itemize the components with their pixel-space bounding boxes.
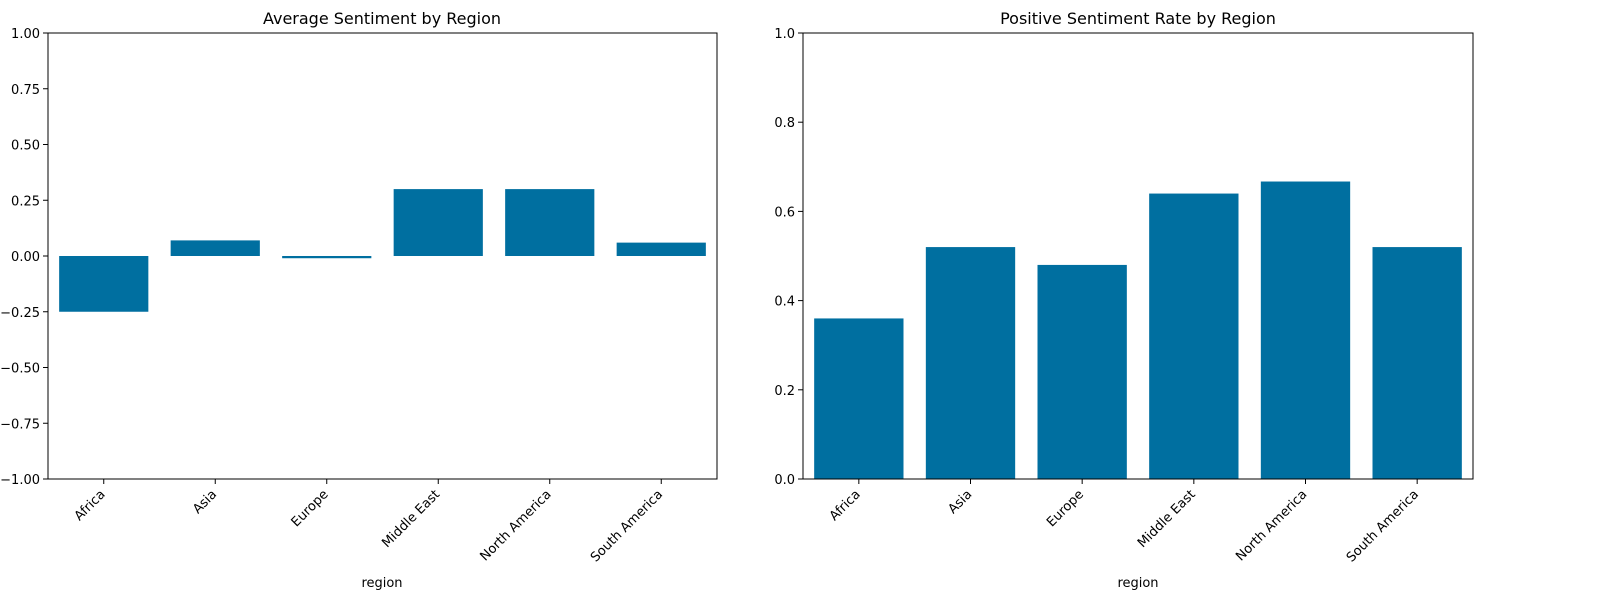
y-tick-label: 0.2 — [774, 384, 795, 399]
y-tick-label: −0.25 — [0, 306, 40, 321]
bar-africa — [59, 256, 149, 312]
average-sentiment-chart: Average Sentiment by Region region −1.00… — [0, 9, 718, 591]
y-tick-label: 1.0 — [774, 27, 795, 42]
chart-title: Positive Sentiment Rate by Region — [1000, 9, 1276, 28]
y-tick-label: 0.50 — [11, 139, 40, 154]
x-tick-label: South America — [588, 487, 666, 565]
bar-north-america — [1260, 181, 1351, 479]
bar-middle-east — [393, 189, 483, 256]
y-tick-label: 0.8 — [774, 116, 795, 131]
y-tick-label: 0.25 — [11, 194, 40, 209]
x-tick-label: Europe — [1044, 487, 1087, 530]
y-tick-label: 0.6 — [774, 205, 795, 220]
bar-africa — [814, 318, 904, 479]
bar-south-america — [616, 242, 706, 256]
x-tick-label: Middle East — [379, 487, 443, 551]
bar-north-america — [505, 189, 595, 256]
x-tick-label: Africa — [827, 487, 864, 524]
bar-asia — [170, 240, 260, 256]
bar-europe — [1037, 264, 1127, 479]
y-tick-label: 0.00 — [11, 250, 40, 265]
x-tick-label: North America — [1233, 487, 1310, 564]
x-tick-label: South America — [1344, 487, 1422, 565]
bar-asia — [925, 247, 1016, 479]
positive-sentiment-rate-chart: Positive Sentiment Rate by Region region… — [774, 9, 1474, 591]
chart-title: Average Sentiment by Region — [263, 9, 501, 28]
x-tick-label: Asia — [945, 487, 975, 517]
y-tick-label: −0.50 — [0, 362, 40, 377]
y-tick-label: −1.00 — [0, 473, 40, 488]
bar-europe — [282, 256, 372, 259]
y-tick-label: −0.75 — [0, 417, 40, 432]
x-tick-label: Middle East — [1135, 487, 1199, 551]
x-tick-label: Europe — [289, 487, 332, 530]
y-tick-label: 0.4 — [774, 295, 795, 310]
x-axis-label: region — [1117, 576, 1158, 591]
y-tick-label: 0.75 — [11, 83, 40, 98]
x-tick-label: Asia — [190, 487, 220, 517]
y-tick-label: 1.00 — [11, 27, 40, 42]
plot-frame — [802, 32, 1474, 480]
bar-south-america — [1372, 247, 1462, 479]
x-axis-label: region — [361, 576, 402, 591]
y-tick-label: 0.0 — [774, 473, 795, 488]
bar-middle-east — [1149, 193, 1239, 479]
x-tick-label: Africa — [72, 487, 109, 524]
x-tick-label: North America — [477, 487, 554, 564]
